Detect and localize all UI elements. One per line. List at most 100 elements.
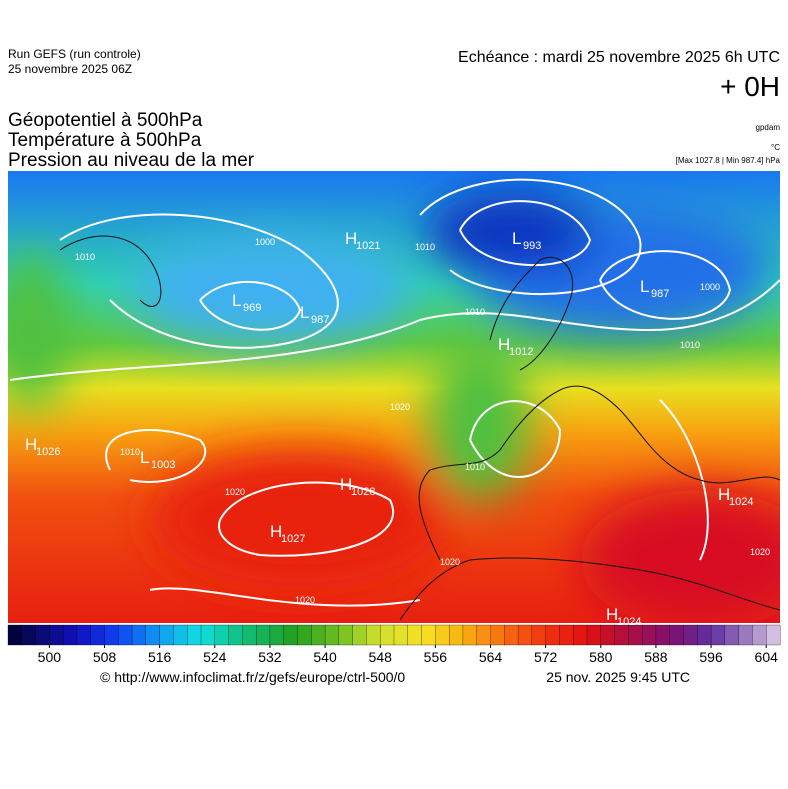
colorbar-step: [407, 624, 423, 646]
colorbar-step: [366, 624, 381, 646]
colorbar-step: [448, 624, 464, 646]
colorbar-step: [628, 624, 643, 646]
isobar-label: 1010: [465, 307, 485, 317]
map: [8, 171, 780, 623]
center-value: 1024: [617, 616, 641, 628]
colorbar-step: [710, 624, 726, 646]
colorbar-tick-label: 588: [644, 649, 668, 665]
colorbar-tick-label: 564: [479, 649, 503, 665]
center-value: 987: [651, 288, 669, 300]
center-kind: H: [270, 522, 282, 541]
colorbar-step: [586, 624, 602, 646]
isobar-label: 1010: [415, 242, 435, 252]
colorbar-step: [669, 624, 684, 646]
run: Run GEFS (run controle): [8, 47, 141, 61]
colorbar-step: [214, 624, 230, 646]
center-value: 987: [311, 314, 329, 326]
isobar-label: 1020: [390, 402, 410, 412]
colorbar-step: [600, 624, 616, 646]
colorbar-tick-label: 548: [369, 649, 393, 665]
isobar-label: 1010: [465, 462, 485, 472]
isobar-label: 1010: [680, 340, 700, 350]
colorbar-step: [504, 624, 519, 646]
colorbar-step: [159, 624, 174, 646]
isobar-label: 1010: [75, 252, 95, 262]
colorbar-step: [752, 624, 767, 646]
colorbar: 500 508 516 524 532 540 548 556 564 572 580 588 596 6…: [7, 624, 781, 665]
generated: 25 nov. 2025 9:45 UTC: [546, 669, 690, 685]
colorbar-tick-label: 572: [534, 649, 558, 665]
isobar-label: 1020: [225, 487, 245, 497]
colorbar-step: [297, 624, 312, 646]
center-kind: L: [512, 229, 521, 248]
colorbar-step: [545, 624, 560, 646]
colorbar-tick-label: 596: [699, 649, 723, 665]
center-kind: H: [606, 605, 618, 624]
colorbar-step: [462, 624, 478, 646]
valid-time: Echéance : mardi 25 novembre 2025 6h UTC: [458, 49, 780, 66]
colorbar-step: [766, 624, 781, 646]
colorbar-step: [324, 624, 340, 646]
center-value: 1026: [36, 446, 60, 458]
colorbar-tick-label: 580: [589, 649, 613, 665]
colorbar-step: [200, 624, 216, 646]
colorbar-step: [573, 624, 588, 646]
colorbar-step: [531, 624, 547, 646]
center-kind: L: [140, 448, 149, 467]
colorbar-tick-label: 516: [148, 649, 172, 665]
colorbar-step: [724, 624, 740, 646]
colorbar-step: [21, 624, 37, 646]
colorbar-step: [7, 624, 23, 646]
colorbar-tick-label: 532: [258, 649, 282, 665]
colorbar-step: [145, 624, 161, 646]
isobar-label: 1020: [295, 595, 315, 605]
center-kind: L: [640, 277, 649, 296]
center-value: 993: [523, 240, 541, 252]
colorbar-tick-label: 524: [203, 649, 227, 665]
colorbar-step: [380, 624, 395, 646]
center-value: 1003: [151, 459, 175, 471]
colorbar-step: [173, 624, 188, 646]
center-kind: H: [340, 475, 352, 494]
colorbar-step: [421, 624, 436, 646]
colorbar-step: [228, 624, 243, 646]
center-kind: L: [232, 291, 241, 310]
colorbar-step: [242, 624, 257, 646]
colorbar-step: [131, 624, 147, 646]
isobar-label: 1020: [750, 547, 770, 557]
colorbar-step: [35, 624, 50, 646]
colorbar-step: [76, 624, 92, 646]
colorbar-tick-label: 540: [313, 649, 337, 665]
colorbar-step: [738, 624, 753, 646]
colorbar-step: [393, 624, 409, 646]
center-value: 1012: [509, 346, 533, 358]
colorbar-step: [517, 624, 533, 646]
unit: [Max 1027.8 | Min 987.4] hPa: [676, 156, 781, 165]
colorbar-tick-label: 500: [38, 649, 62, 665]
center-value: 1027: [281, 533, 305, 545]
isobar-label: 1000: [700, 282, 720, 292]
center-kind: H: [345, 229, 357, 248]
center-value: 1021: [356, 240, 380, 252]
isobar-label: 1010: [120, 447, 140, 457]
field: Température à 500hPa: [8, 130, 202, 151]
colorbar-tick-label: 604: [755, 649, 779, 665]
colorbar-tick-label: 508: [93, 649, 117, 665]
field: Géopotentiel à 500hPa: [8, 110, 203, 131]
colorbar-step: [697, 624, 712, 646]
colorbar-step: [655, 624, 671, 646]
colorbar-step: [269, 624, 285, 646]
colorbar-step: [338, 624, 354, 646]
center-kind: H: [498, 335, 510, 354]
colorbar-step: [490, 624, 505, 646]
run-date: 25 novembre 2025 06Z: [8, 62, 132, 76]
colorbar-step: [559, 624, 574, 646]
colorbar-step: [476, 624, 491, 646]
colorbar-step: [311, 624, 326, 646]
colorbar-step: [283, 624, 298, 646]
colorbar-step: [255, 624, 271, 646]
center-value: 969: [243, 302, 261, 314]
field: Pression au niveau de la mer: [8, 150, 255, 171]
colorbar-step: [352, 624, 367, 646]
unit: °C: [771, 143, 780, 152]
